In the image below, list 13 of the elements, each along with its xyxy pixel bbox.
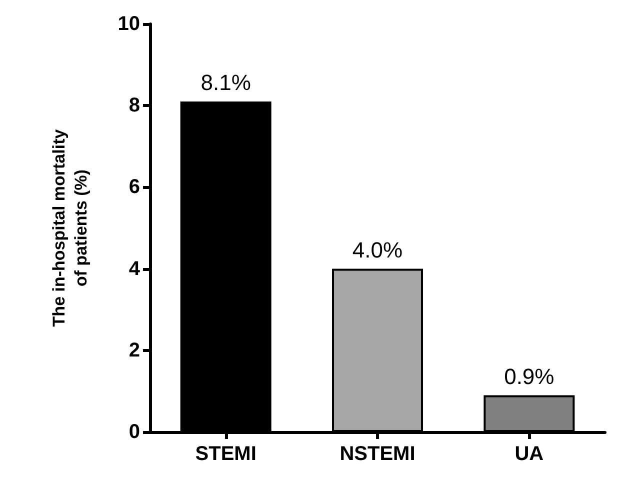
y-tick-label: 10 [118,13,140,35]
data-label: 4.0% [352,237,403,262]
x-tick-label: UA [514,443,544,465]
y-tick-label: 6 [128,176,140,198]
y-axis-title: The in-hospital mortality of patients (%) [50,128,90,327]
y-tick-label: 4 [128,258,141,280]
y-tick-label: 8 [128,94,140,117]
data-label: 8.1% [200,70,251,96]
x-tick-label: NSTEMI [340,443,416,465]
data-label: 0.9% [504,364,554,389]
y-tick-label: 0 [128,421,140,443]
x-tick-label: STEMI [195,443,256,465]
y-tick-label: 2 [128,339,140,362]
